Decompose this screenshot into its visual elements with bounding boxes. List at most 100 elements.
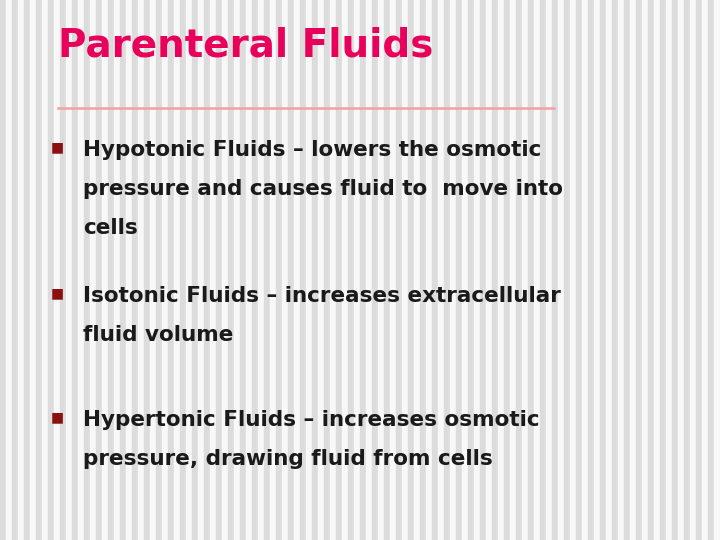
Bar [672, 0, 678, 540]
Bar [150, 0, 156, 540]
Bar [294, 0, 300, 540]
Bar [552, 0, 558, 540]
Text: Hypertonic Fluids – increases osmotic: Hypertonic Fluids – increases osmotic [83, 410, 539, 430]
Bar [90, 0, 96, 540]
Bar [6, 0, 12, 540]
Bar [684, 0, 690, 540]
Bar [660, 0, 666, 540]
Text: fluid volume: fluid volume [83, 325, 233, 345]
Bar [192, 0, 198, 540]
Bar [480, 0, 486, 540]
Bar [198, 0, 204, 540]
Bar [696, 0, 702, 540]
Bar [690, 0, 696, 540]
Bar [372, 0, 378, 540]
Bar [414, 0, 420, 540]
Text: pressure and causes fluid to  move into: pressure and causes fluid to move into [83, 179, 563, 199]
Bar [432, 0, 438, 540]
Bar [288, 0, 294, 540]
Text: ■: ■ [50, 140, 63, 154]
Bar [438, 0, 444, 540]
Bar [300, 0, 306, 540]
Bar [468, 0, 474, 540]
Bar [678, 0, 684, 540]
Bar [462, 0, 468, 540]
Text: Isotonic Fluids – increases extracellular: Isotonic Fluids – increases extracellula… [83, 286, 561, 306]
Text: ■: ■ [50, 286, 63, 300]
Bar [210, 0, 216, 540]
Text: pressure, drawing fluid from cells: pressure, drawing fluid from cells [83, 449, 492, 469]
Bar [156, 0, 162, 540]
Bar [330, 0, 336, 540]
Bar [348, 0, 354, 540]
Bar [102, 0, 108, 540]
Bar [450, 0, 456, 540]
Bar [402, 0, 408, 540]
Bar [216, 0, 222, 540]
Bar [588, 0, 594, 540]
Bar [504, 0, 510, 540]
Bar [114, 0, 120, 540]
Bar [444, 0, 450, 540]
Bar [84, 0, 90, 540]
Bar [642, 0, 648, 540]
Bar [582, 0, 588, 540]
Bar [378, 0, 384, 540]
Bar [126, 0, 132, 540]
Bar [564, 0, 570, 540]
Bar [558, 0, 564, 540]
Bar [342, 0, 348, 540]
Bar [456, 0, 462, 540]
Bar [624, 0, 630, 540]
Bar [426, 0, 432, 540]
Bar [234, 0, 240, 540]
Bar [636, 0, 642, 540]
Bar [324, 0, 330, 540]
Bar [714, 0, 720, 540]
Bar [312, 0, 318, 540]
Bar [252, 0, 258, 540]
Bar [78, 0, 84, 540]
Bar [264, 0, 270, 540]
Bar [702, 0, 708, 540]
Bar [666, 0, 672, 540]
Bar [258, 0, 264, 540]
Bar [390, 0, 396, 540]
Bar [522, 0, 528, 540]
Bar [498, 0, 504, 540]
Bar [276, 0, 282, 540]
Bar [576, 0, 582, 540]
Bar [120, 0, 126, 540]
Bar [24, 0, 30, 540]
Bar [306, 0, 312, 540]
Bar [420, 0, 426, 540]
Bar [360, 0, 366, 540]
Bar [0, 0, 6, 540]
Text: ■: ■ [50, 410, 63, 424]
Bar [132, 0, 138, 540]
Bar [60, 0, 66, 540]
Bar [30, 0, 36, 540]
Text: Parenteral Fluids: Parenteral Fluids [58, 27, 433, 65]
Bar [408, 0, 414, 540]
Bar [168, 0, 174, 540]
Bar [54, 0, 60, 540]
Bar [618, 0, 624, 540]
Bar [222, 0, 228, 540]
Bar [246, 0, 252, 540]
Bar [528, 0, 534, 540]
Bar [594, 0, 600, 540]
Bar [228, 0, 234, 540]
Bar [96, 0, 102, 540]
Bar [18, 0, 24, 540]
Bar [12, 0, 18, 540]
Bar [138, 0, 144, 540]
Bar [36, 0, 42, 540]
Bar [162, 0, 168, 540]
Bar [606, 0, 612, 540]
Bar [600, 0, 606, 540]
Bar [318, 0, 324, 540]
Bar [492, 0, 498, 540]
Bar [72, 0, 78, 540]
Bar [612, 0, 618, 540]
